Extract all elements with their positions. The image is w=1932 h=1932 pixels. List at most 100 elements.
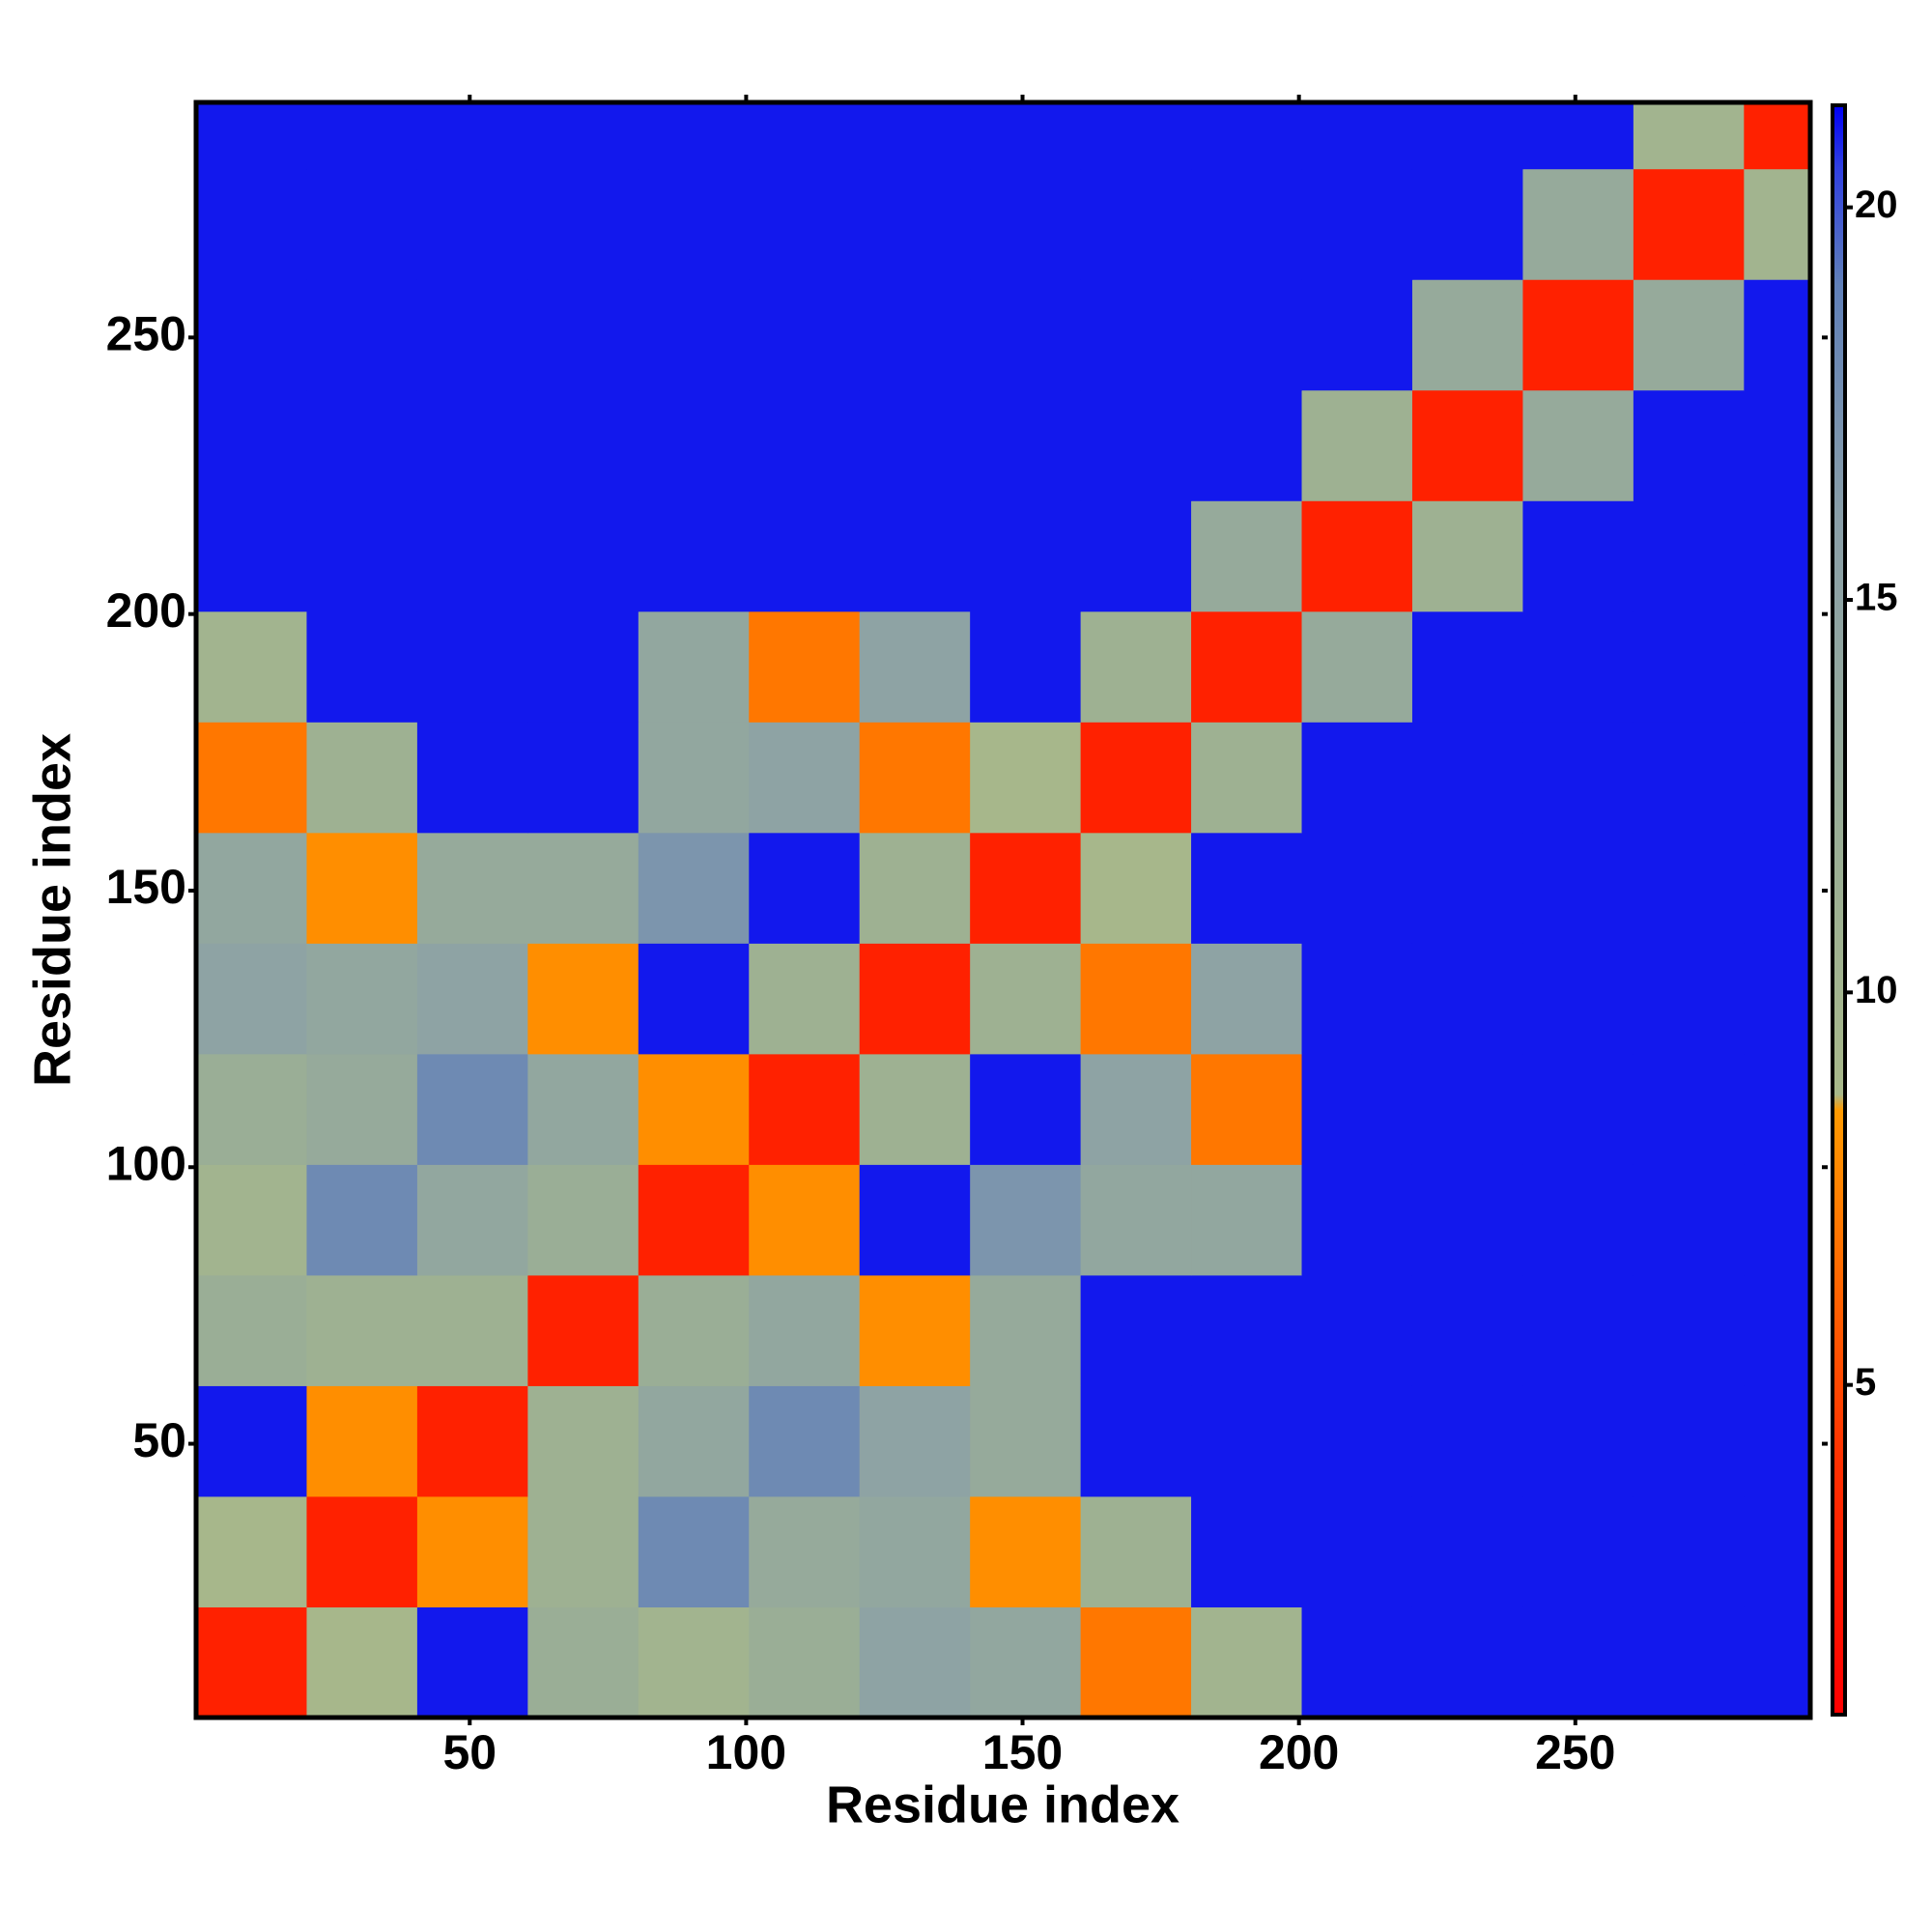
heatmap-cell xyxy=(196,1606,307,1719)
heatmap-cell xyxy=(1633,1164,1745,1276)
heatmap-cell xyxy=(1301,500,1413,612)
heatmap-cell xyxy=(1522,168,1634,280)
heatmap-cell xyxy=(196,168,307,280)
heatmap-cell xyxy=(306,168,418,280)
y-tick-label: 100 xyxy=(106,1136,186,1190)
heatmap-cell xyxy=(416,1274,528,1386)
heatmap-cell xyxy=(306,1164,418,1276)
heatmap-cell xyxy=(1080,1274,1192,1386)
heatmap-cell xyxy=(1191,943,1303,1055)
heatmap-cell xyxy=(1744,102,1811,170)
heatmap-cell xyxy=(416,102,528,170)
heatmap-cell xyxy=(306,500,418,612)
heatmap-cell xyxy=(527,168,639,280)
heatmap-cell xyxy=(859,279,971,391)
heatmap-cell xyxy=(527,279,639,391)
colorbar-tick-label: 10 xyxy=(1855,969,1898,1011)
heatmap-cell xyxy=(306,1495,418,1607)
colorbar-tick-label: 15 xyxy=(1855,577,1898,619)
heatmap-cell xyxy=(970,722,1082,834)
heatmap-cell xyxy=(416,1385,528,1497)
heatmap-cell xyxy=(1301,1606,1413,1719)
heatmap-cell xyxy=(749,168,861,280)
heatmap-cell xyxy=(638,168,750,280)
heatmap-cell xyxy=(306,943,418,1055)
y-tick-label: 150 xyxy=(106,860,186,914)
heatmap-cell xyxy=(1080,168,1192,280)
x-tick-label: 100 xyxy=(706,1725,786,1779)
heatmap-cell xyxy=(638,832,750,944)
heatmap-cell xyxy=(1411,943,1523,1055)
heatmap-cell xyxy=(1080,1164,1192,1276)
heatmap-cell xyxy=(416,168,528,280)
heatmap-cell xyxy=(970,1606,1082,1719)
heatmap-cell xyxy=(1633,1606,1745,1719)
heatmap-cell xyxy=(1633,102,1745,170)
heatmap-cell xyxy=(749,722,861,834)
heatmap-cell xyxy=(1522,389,1634,501)
heatmap-cell xyxy=(1633,1495,1745,1607)
heatmap-cell xyxy=(1744,168,1811,280)
heatmap-cell xyxy=(416,943,528,1055)
heatmap-cell xyxy=(1080,611,1192,723)
heatmap-cell xyxy=(306,1606,418,1719)
heatmap-cell xyxy=(1191,611,1303,723)
heatmap-cell xyxy=(196,832,307,944)
heatmap-cell xyxy=(1191,168,1303,280)
heatmap-cell xyxy=(859,389,971,501)
heatmap-cell xyxy=(970,1385,1082,1497)
heatmap-cell xyxy=(1080,389,1192,501)
heatmap-cell xyxy=(749,943,861,1055)
heatmap-cell xyxy=(1411,279,1523,391)
heatmap-cell xyxy=(1522,722,1634,834)
heatmap-cell xyxy=(1411,1053,1523,1165)
heatmap-cell xyxy=(527,389,639,501)
heatmap-cell xyxy=(1522,1495,1634,1607)
heatmap-cell xyxy=(196,1053,307,1165)
heatmap-cell xyxy=(749,1274,861,1386)
heatmap-cell xyxy=(306,722,418,834)
heatmap-cell xyxy=(416,1164,528,1276)
heatmap-cell xyxy=(1080,1385,1192,1497)
heatmap-cell xyxy=(1191,279,1303,391)
heatmap-cell xyxy=(1744,1385,1811,1497)
heatmap-cell xyxy=(1522,1274,1634,1386)
heatmap-cell xyxy=(1744,1274,1811,1386)
heatmap-cell xyxy=(1633,832,1745,944)
heatmap-cell xyxy=(1633,611,1745,723)
heatmap-cell xyxy=(859,1053,971,1165)
heatmap-cell xyxy=(1411,102,1523,170)
heatmap-cell xyxy=(1301,102,1413,170)
heatmap-cell xyxy=(196,500,307,612)
heatmap-cell xyxy=(416,1606,528,1719)
heatmap-cell xyxy=(749,102,861,170)
heatmap-cell xyxy=(1744,611,1811,723)
heatmap-cell xyxy=(1633,389,1745,501)
heatmap-cell xyxy=(196,722,307,834)
heatmap-cell xyxy=(196,943,307,1055)
heatmap-cell xyxy=(1191,500,1303,612)
heatmap-cell xyxy=(306,279,418,391)
heatmap-cell xyxy=(859,943,971,1055)
heatmap-cell xyxy=(1744,1053,1811,1165)
y-tick-label: 200 xyxy=(106,583,186,638)
heatmap-cell xyxy=(1301,389,1413,501)
heatmap-cell xyxy=(1080,943,1192,1055)
heatmap-cell xyxy=(1633,943,1745,1055)
heatmap-cell xyxy=(859,1495,971,1607)
heatmap-cell xyxy=(859,832,971,944)
heatmap-cell xyxy=(416,1053,528,1165)
heatmap-cell xyxy=(1191,1053,1303,1165)
heatmap-cell xyxy=(859,722,971,834)
heatmap-cell xyxy=(1522,102,1634,170)
heatmap-cell xyxy=(306,102,418,170)
heatmap-cell xyxy=(1080,1495,1192,1607)
heatmap-cell xyxy=(1411,722,1523,834)
heatmap-cell xyxy=(749,611,861,723)
heatmap-cell xyxy=(970,389,1082,501)
heatmap-cell xyxy=(1301,168,1413,280)
heatmap-cell xyxy=(638,611,750,723)
heatmap-cell xyxy=(1411,389,1523,501)
heatmap-cell xyxy=(859,1385,971,1497)
heatmap-cell xyxy=(527,611,639,723)
